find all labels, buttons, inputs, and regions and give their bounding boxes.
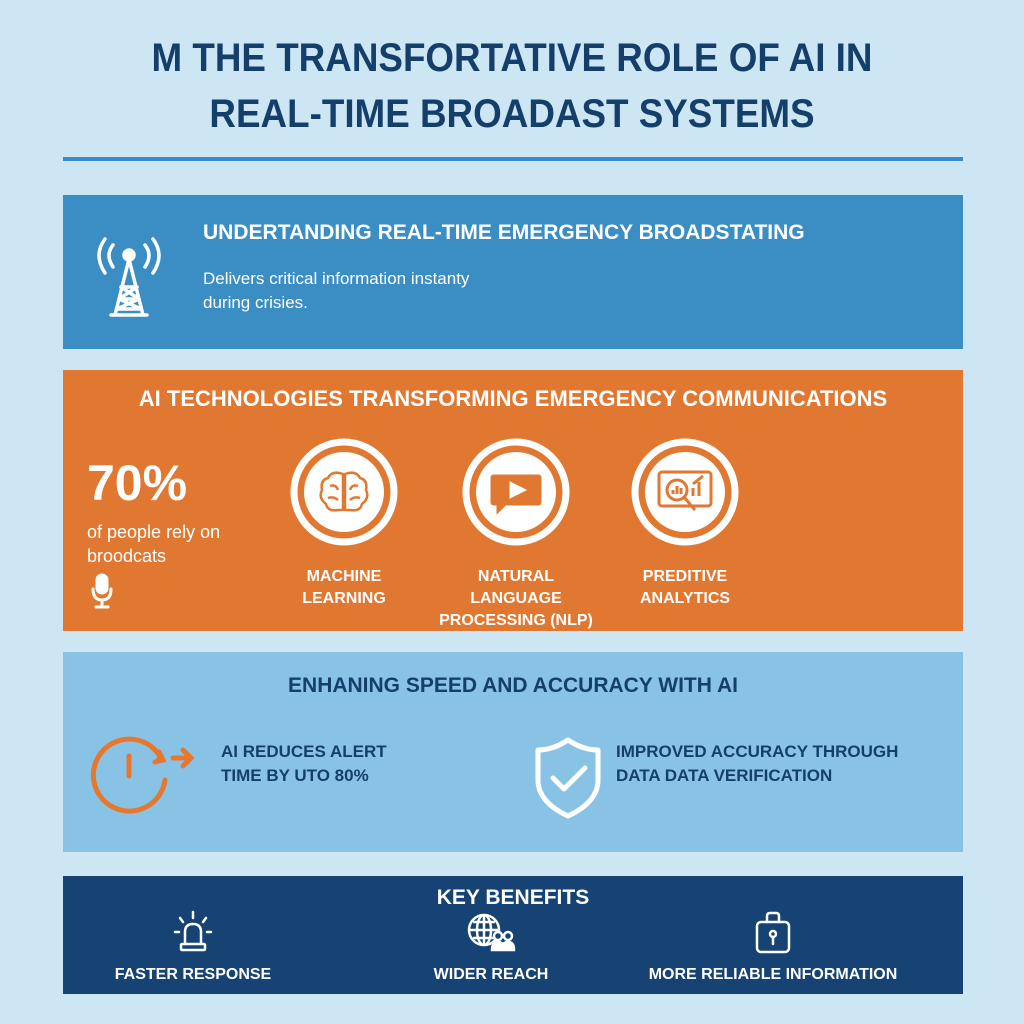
page-title: M THE TRANSFORTATIVE ROLE OF AI IN REAL-… (41, 30, 983, 142)
alert-time-point: AI REDUCES ALERT TIME BY UTO 80% (221, 740, 387, 788)
label-line: ANALYTICS (639, 590, 731, 607)
title-line-2: REAL-TIME BROADAST SYSTEMS (209, 92, 815, 136)
stat-value: 70% (87, 455, 188, 511)
point-line: IMPROVED ACCURACY THROUGH (616, 742, 899, 761)
stat-line-2: broodcats (87, 546, 167, 566)
stat-description: of people rely on broodcats (87, 520, 220, 568)
microphone-icon (91, 573, 113, 609)
speed-heading: ENHANING SPEED AND ACCURACY WITH AI (288, 674, 738, 697)
title-divider (63, 157, 963, 161)
tech-label: NATURAL LANGUAGE PROCESSING (NLP) (431, 566, 601, 632)
benefit-label: WIDER REACH (433, 966, 549, 983)
timer-arrow-icon (90, 736, 195, 814)
understanding-description: Delivers critical information instanty d… (203, 267, 469, 315)
tech-item-machine-learning: MACHINE LEARNING (259, 436, 429, 610)
label-line: LEARNING (302, 590, 386, 607)
brain-icon (290, 438, 398, 546)
benefit-label: MORE RELIABLE INFORMATION (648, 966, 898, 983)
title-line-1: M THE TRANSFORTATIVE ROLE OF AI IN (151, 36, 873, 80)
label-line: MACHINE (306, 568, 382, 585)
accuracy-point: IMPROVED ACCURACY THROUGH DATA DATA VERI… (616, 740, 898, 788)
tech-label: PREDITIVE ANALYTICS (600, 566, 770, 610)
benefit-label: FASTER RESPONSE (114, 966, 272, 983)
broadcast-tower-icon (97, 237, 161, 317)
stat-line-1: of people rely on (87, 522, 221, 542)
description-line-2: during crisies. (203, 293, 308, 312)
globe-people-icon (467, 913, 516, 952)
analytics-magnifier-icon (631, 438, 739, 546)
benefit-faster-response: FASTER RESPONSE (63, 910, 323, 984)
label-line: LANGUAGE (470, 590, 562, 607)
label-line: PROCESSING (NLP) (439, 612, 593, 629)
technologies-panel: AI TECHNOLOGIES TRANSFORMING EMERGENCY C… (63, 370, 963, 631)
understanding-panel: UNDERTANDING REAL-TIME EMERGENCY BROADST… (63, 195, 963, 349)
benefit-wider-reach: WIDER REACH (361, 910, 621, 984)
lock-icon (755, 911, 791, 954)
video-chat-icon (462, 438, 570, 546)
tech-label: MACHINE LEARNING (259, 566, 429, 610)
benefit-reliable-information: MORE RELIABLE INFORMATION (623, 910, 923, 984)
point-line: DATA DATA VERIFICATION (616, 766, 833, 785)
tech-item-predictive-analytics: PREDITIVE ANALYTICS (600, 436, 770, 610)
understanding-heading: UNDERTANDING REAL-TIME EMERGENCY BROADST… (203, 221, 805, 244)
tech-item-nlp: NATURAL LANGUAGE PROCESSING (NLP) (431, 436, 601, 632)
key-benefits-panel: KEY BENEFITS FASTER RESPONSE WIDER REACH… (63, 876, 963, 994)
shield-check-icon (535, 737, 601, 819)
label-line: NATURAL (477, 568, 555, 585)
benefits-heading: KEY BENEFITS (436, 886, 590, 909)
description-line-1: Delivers critical information instanty (203, 269, 470, 288)
label-line: PREDITIVE (642, 568, 728, 585)
point-line: AI REDUCES ALERT (221, 742, 387, 761)
point-line: TIME BY UTO 80% (221, 766, 369, 785)
technologies-heading: AI TECHNOLOGIES TRANSFORMING EMERGENCY C… (138, 386, 888, 411)
siren-icon (173, 910, 213, 952)
speed-accuracy-panel: ENHANING SPEED AND ACCURACY WITH AI AI R… (63, 652, 963, 852)
